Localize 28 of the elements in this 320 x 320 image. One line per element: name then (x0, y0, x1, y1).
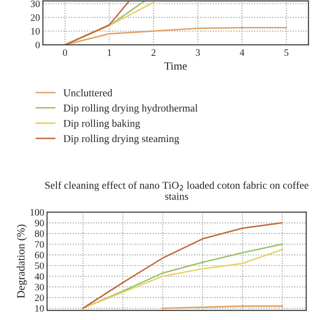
y-tick-label: 50 (35, 262, 44, 270)
x-tick-label: 2 (152, 49, 156, 56)
x-tick-label: 3 (196, 49, 200, 56)
y-tick-label: 10 (31, 28, 40, 35)
y-tick-label: 0 (36, 42, 40, 48)
y-tick-label: 30 (30, 0, 40, 8)
y-tick-label: 40 (34, 273, 44, 280)
y-tick-label: 20 (30, 14, 40, 21)
chart-title: Self cleaning effect of nano TiO$_{2}$ loaded coton fabric on coffee stains (45, 181, 308, 200)
x-tick-label: 5 (284, 49, 288, 56)
x-tick-label: 4 (240, 49, 244, 56)
x-tick-label: 0 (62, 49, 68, 56)
legend-label: Dip rolling drying steaming (64, 134, 180, 144)
y-tick-label: 10 (35, 305, 44, 312)
x-tick-label: 1 (108, 49, 112, 56)
y-tick-label: 90 (34, 220, 44, 226)
line-series (82, 222, 284, 309)
legend-label: Uncluttered (63, 89, 112, 96)
y-tick-label: 30 (35, 284, 44, 290)
y-axis-title: Degradation (%) (16, 224, 27, 298)
legend-label: Dip rolling drying hydrothermal (64, 104, 198, 114)
x-axis-title: Time (164, 62, 187, 70)
y-tick-label: 60 (34, 252, 44, 258)
y-tick-label: 20 (34, 294, 44, 302)
y-tick-label: 100 (30, 209, 44, 216)
legend-label: Dip rolling baking (64, 120, 140, 130)
y-tick-label: 80 (34, 230, 44, 237)
y-tick-label: 70 (35, 241, 44, 248)
